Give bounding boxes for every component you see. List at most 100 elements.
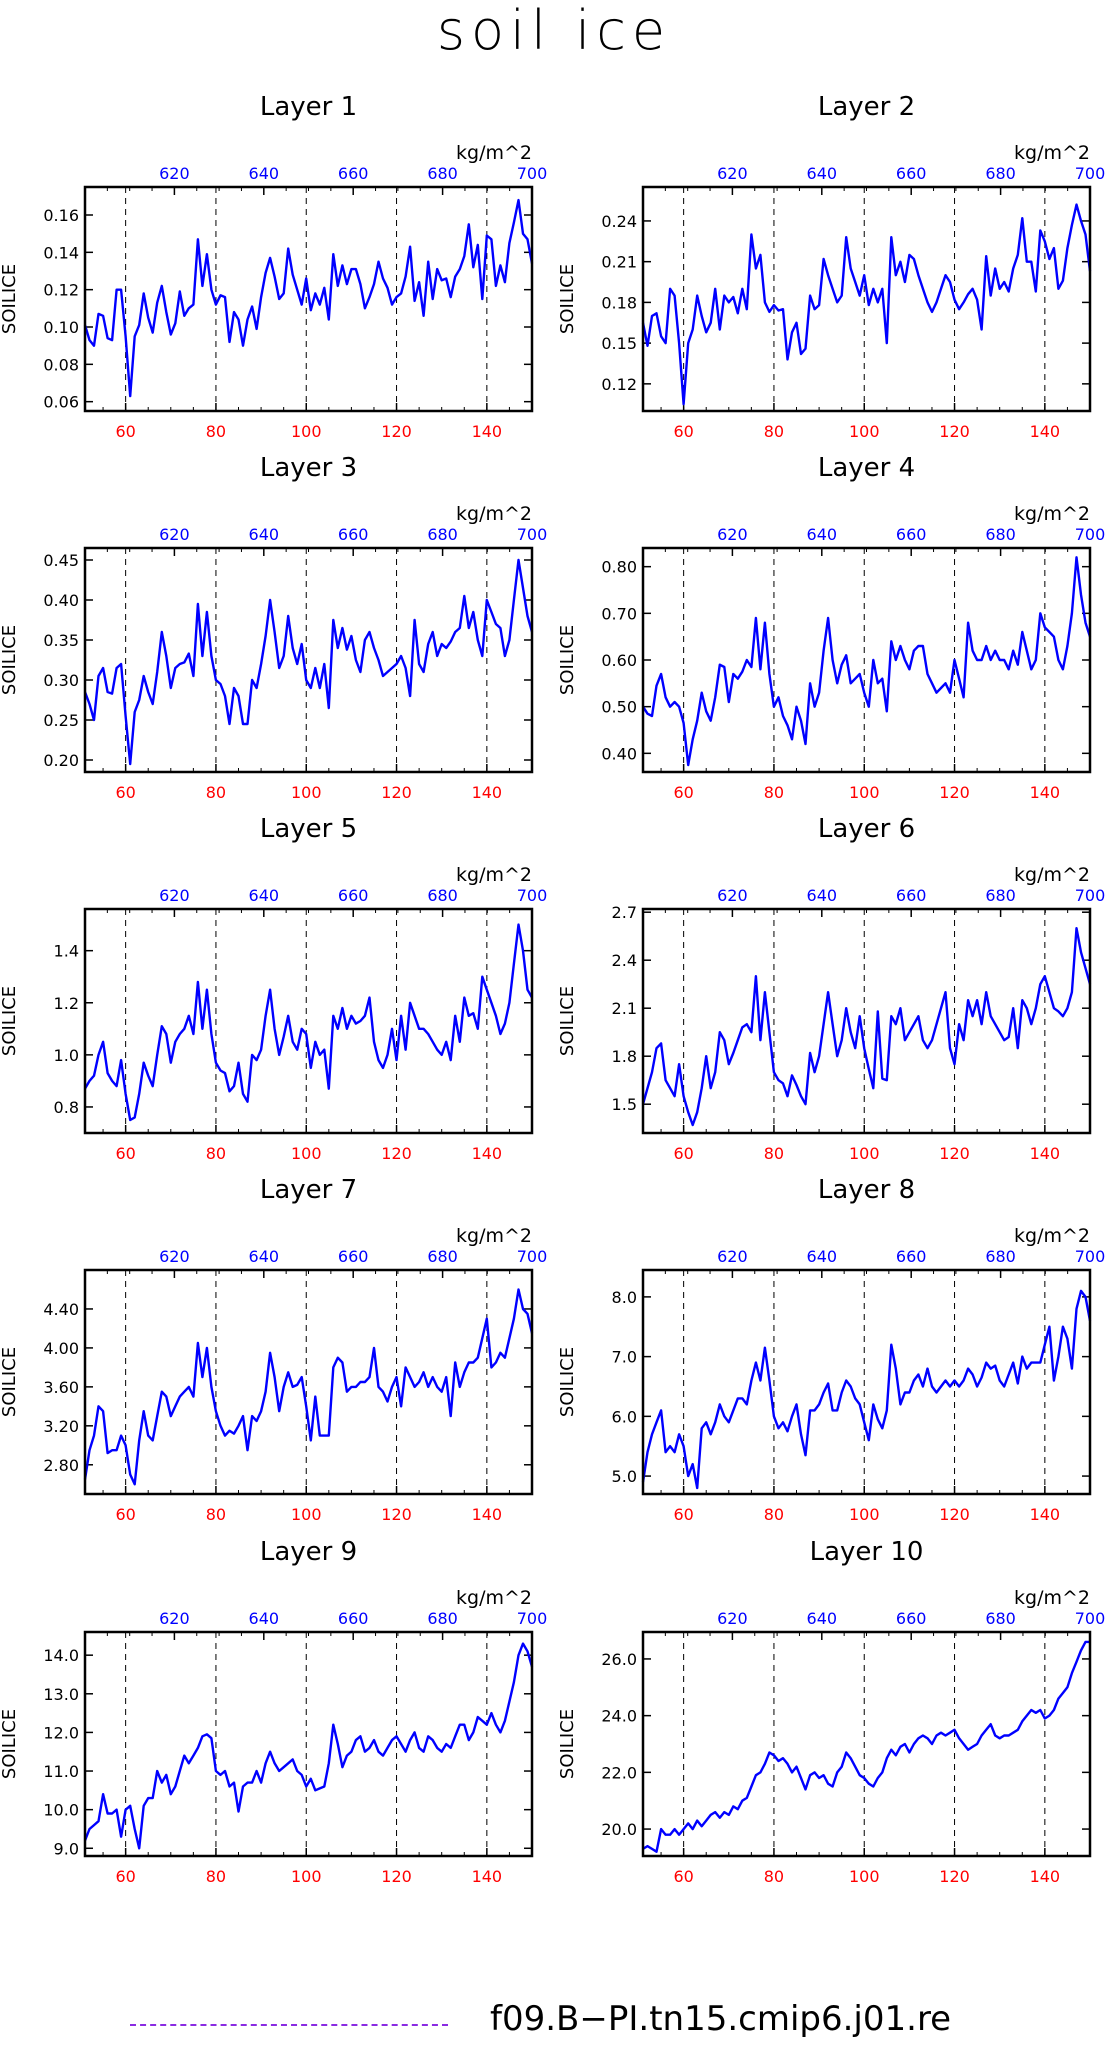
x-tick-label: 120	[939, 422, 970, 441]
panel-title: Layer 4	[818, 453, 915, 483]
top-tick-label: 660	[896, 1609, 927, 1628]
y-axis-label: SOILICE	[557, 1347, 578, 1417]
x-tick-label: 140	[1030, 1867, 1061, 1886]
y-tick-label: 12.0	[43, 1723, 79, 1742]
y-axis-label: SOILICE	[557, 986, 578, 1056]
top-tick-label: 680	[427, 164, 458, 183]
y-tick-label: 0.70	[601, 604, 637, 623]
plot-frame	[641, 546, 1092, 774]
y-tick-label: 1.2	[54, 994, 79, 1013]
top-axis-label: kg/m^2	[1014, 1225, 1090, 1247]
x-tick-label: 140	[1030, 783, 1061, 802]
x-tick-label: 140	[472, 1505, 503, 1524]
panel-layer-4: Layer 4 kg/m^2 SOILICE 60 80 100 120 140 620 640 6…	[557, 453, 1105, 802]
top-tick-label: 660	[338, 1247, 369, 1266]
top-tick-label: 680	[427, 1247, 458, 1266]
x-tick-label: 120	[939, 1505, 970, 1524]
top-tick-label: 660	[896, 886, 927, 905]
x-tick-label: 140	[1030, 1505, 1061, 1524]
top-tick-label: 660	[338, 525, 369, 544]
panel-title: Layer 8	[818, 1175, 915, 1205]
series-line	[641, 1289, 1092, 1490]
top-axis-label: kg/m^2	[456, 503, 532, 525]
x-tick-label: 60	[115, 783, 135, 802]
top-axis-label: kg/m^2	[1014, 142, 1090, 164]
x-tick-label: 140	[472, 1144, 503, 1163]
y-tick-label: 7.0	[612, 1348, 637, 1367]
top-tick-label: 620	[159, 164, 190, 183]
x-tick-label: 120	[939, 1867, 970, 1886]
panel-layer-7: Layer 7 kg/m^2 SOILICE 60 80 100 120 140 620 640 6…	[0, 1175, 547, 1524]
panel-title: Layer 6	[818, 814, 915, 844]
y-tick-label: 0.10	[43, 318, 79, 337]
top-tick-label: 700	[1075, 1247, 1106, 1266]
top-tick-label: 660	[896, 1247, 927, 1266]
y-tick-label: 10.0	[43, 1801, 79, 1820]
series-line	[641, 556, 1092, 767]
panel-layer-6: Layer 6 kg/m^2 SOILICE 60 80 100 120 140 620 640 6…	[557, 814, 1105, 1163]
top-tick-label: 680	[427, 525, 458, 544]
x-tick-label: 60	[673, 783, 693, 802]
top-tick-label: 620	[159, 525, 190, 544]
top-tick-label: 640	[249, 1247, 280, 1266]
y-tick-label: 2.4	[612, 951, 637, 970]
series-line	[83, 558, 534, 766]
plot-frame	[641, 185, 1092, 413]
panel-layer-8: Layer 8 kg/m^2 SOILICE 60 80 100 120 140 620 640 6…	[557, 1175, 1105, 1524]
top-tick-label: 620	[159, 1609, 190, 1628]
x-tick-label: 80	[206, 422, 226, 441]
top-tick-label: 680	[985, 886, 1016, 905]
y-axis-label: SOILICE	[0, 625, 20, 695]
top-tick-label: 640	[249, 886, 280, 905]
plot-frame	[83, 907, 534, 1135]
y-tick-label: 0.45	[43, 551, 79, 570]
top-tick-label: 660	[338, 164, 369, 183]
panel-layer-3: Layer 3 kg/m^2 SOILICE 60 80 100 120 140 620 640 6…	[0, 453, 547, 802]
top-tick-label: 700	[1075, 164, 1106, 183]
y-tick-label: 22.0	[601, 1763, 637, 1782]
top-tick-label: 640	[249, 525, 280, 544]
top-tick-label: 620	[159, 886, 190, 905]
top-axis-label: kg/m^2	[1014, 1587, 1090, 1609]
x-tick-label: 100	[291, 783, 322, 802]
x-tick-label: 80	[206, 783, 226, 802]
x-tick-label: 100	[291, 1867, 322, 1886]
y-axis-label: SOILICE	[0, 1347, 20, 1417]
panel-layer-5: Layer 5 kg/m^2 SOILICE 60 80 100 120 140 620 640 6…	[0, 814, 547, 1163]
y-tick-label: 0.50	[601, 698, 637, 717]
top-tick-label: 680	[985, 525, 1016, 544]
x-tick-label: 140	[1030, 1144, 1061, 1163]
x-tick-label: 120	[381, 1505, 412, 1524]
y-tick-label: 8.0	[612, 1288, 637, 1307]
x-tick-label: 140	[1030, 422, 1061, 441]
top-tick-label: 620	[717, 164, 748, 183]
y-tick-label: 4.00	[43, 1339, 79, 1358]
y-tick-label: 0.30	[43, 671, 79, 690]
y-tick-label: 5.0	[612, 1467, 637, 1486]
top-tick-label: 700	[1075, 1609, 1106, 1628]
top-tick-label: 700	[517, 164, 548, 183]
y-tick-label: 11.0	[43, 1762, 79, 1781]
panel-title: Layer 1	[260, 92, 357, 122]
top-tick-label: 640	[807, 886, 838, 905]
y-tick-label: 2.80	[43, 1456, 79, 1475]
top-tick-label: 640	[249, 1609, 280, 1628]
y-tick-label: 0.35	[43, 631, 79, 650]
plot-frame	[83, 546, 534, 774]
y-tick-label: 3.20	[43, 1417, 79, 1436]
panel-title: Layer 9	[260, 1537, 357, 1567]
legend: f09.B−PI.tn15.cmip6.j01.re	[0, 1995, 1108, 2045]
x-tick-label: 120	[381, 783, 412, 802]
top-tick-label: 680	[985, 164, 1016, 183]
x-tick-label: 100	[849, 1505, 880, 1524]
panel-layer-1: Layer 1 kg/m^2 SOILICE 60 80 100 120 140 620 640 6…	[0, 92, 547, 441]
top-tick-label: 640	[807, 1609, 838, 1628]
x-tick-label: 120	[939, 1144, 970, 1163]
x-tick-label: 80	[764, 1867, 784, 1886]
panel-layer-2: Layer 2 kg/m^2 SOILICE 60 80 100 120 140 620 640 6…	[557, 92, 1105, 441]
y-tick-label: 6.0	[612, 1407, 637, 1426]
series-line	[642, 1640, 1090, 1853]
series-line	[83, 198, 534, 398]
x-tick-label: 60	[673, 422, 693, 441]
